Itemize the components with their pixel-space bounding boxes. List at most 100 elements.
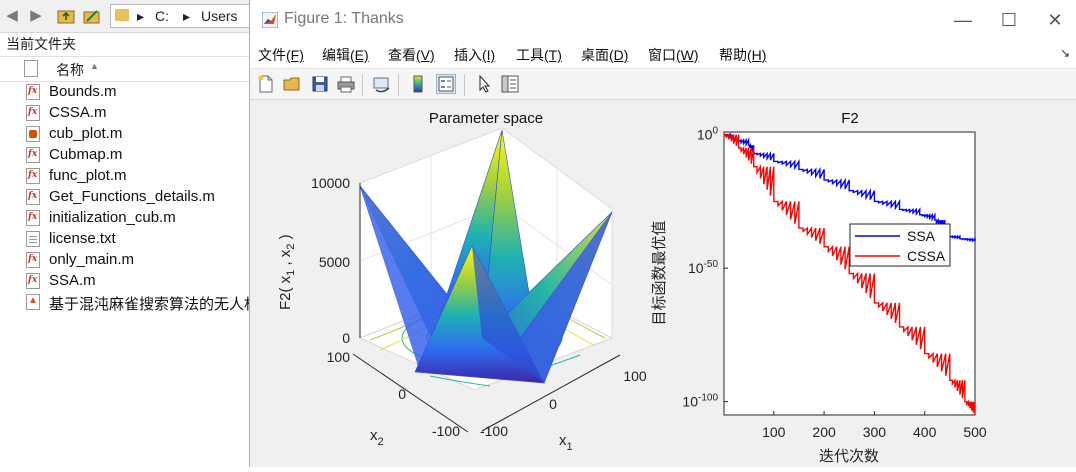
y-axis-ticks: 100 0 -100 — [327, 349, 461, 439]
x-tick-label: 400 — [913, 424, 937, 440]
z-axis-ticks: 10000 5000 0 — [311, 175, 350, 346]
z-axis-label: F2( x1 , x2 ) — [277, 234, 297, 310]
window-title: Figure 1: Thanks — [284, 10, 404, 27]
z-tick-label: 10000 — [311, 175, 350, 191]
matlab-logo-icon — [262, 12, 278, 28]
dock-arrow-icon[interactable]: ↘ — [1059, 46, 1070, 60]
axes-frame — [352, 183, 621, 433]
x-tick-label: -100 — [480, 423, 508, 439]
text-file-icon — [26, 231, 40, 247]
menu-item[interactable]: 帮助(H) — [719, 47, 767, 63]
function-file-icon — [26, 84, 40, 100]
close-icon[interactable]: ✕ — [1047, 10, 1063, 30]
legend[interactable]: SSA CSSA — [849, 223, 951, 267]
menu-item[interactable]: 插入(I) — [454, 47, 496, 63]
surface-plot[interactable]: Parameter space — [277, 110, 647, 453]
x-tick-label: 200 — [812, 424, 836, 440]
colorbar-icon[interactable] — [408, 74, 428, 94]
convergence-x-ticks: 100 200 300 400 500 — [762, 411, 987, 440]
y-tick-label: 100 — [327, 349, 351, 365]
open-file-icon[interactable] — [282, 74, 302, 94]
link-plot-icon[interactable] — [372, 74, 392, 94]
x-axis-label: x1 — [559, 432, 573, 453]
menu-item[interactable]: 桌面(D) — [581, 47, 629, 63]
file-name: license.txt — [49, 230, 116, 247]
x-tick-label: 500 — [963, 424, 987, 440]
file-list-item[interactable]: Get_Functions_details.m — [0, 187, 250, 208]
file-name: Get_Functions_details.m — [49, 188, 215, 205]
file-list-item[interactable]: initialization_cub.m — [0, 208, 250, 229]
file-list-item[interactable]: Bounds.m — [0, 82, 250, 103]
menu-item[interactable]: 工具(T) — [516, 47, 562, 63]
x-tick-label: 300 — [863, 424, 887, 440]
file-name: Bounds.m — [49, 83, 117, 100]
save-icon[interactable] — [310, 74, 330, 94]
file-browser-panel: ◀ ▶ ▸ C: ▸ Users 当前文件夹 名称 ▲ Bounds.m CSSA… — [0, 0, 259, 467]
convergence-plot[interactable]: F2 100 200 300 400 500 100 10-50 10-100 迭代次数 目… — [651, 110, 987, 465]
legend-entry-cssa: CSSA — [907, 248, 946, 264]
file-list-item[interactable]: 基于混沌麻雀搜索算法的无人机 — [0, 292, 259, 313]
function-file-icon — [26, 147, 40, 163]
y-tick-label: -100 — [432, 423, 460, 439]
x-tick-label: 100 — [762, 424, 786, 440]
menu-item[interactable]: 文件(F) — [258, 47, 304, 63]
navigation-bar: ◀ ▶ ▸ C: ▸ Users — [0, 0, 250, 33]
pointer-icon[interactable] — [474, 74, 494, 94]
file-list-item[interactable]: func_plot.m — [0, 166, 250, 187]
property-inspector-icon[interactable] — [500, 74, 520, 94]
address-bar[interactable]: ▸ C: ▸ Users — [110, 4, 250, 28]
convergence-plot-title: F2 — [841, 110, 859, 127]
figure-toolbar — [250, 68, 1076, 100]
legend-icon[interactable] — [436, 74, 456, 94]
minimize-icon[interactable]: — — [954, 10, 972, 30]
current-folder-label: 当前文件夹 — [6, 36, 76, 52]
up-folder-icon[interactable] — [56, 6, 76, 26]
figure-window: Figure 1: Thanks — ☐ ✕ 文件(F) 编辑(E) 查看(V) 插入… — [249, 0, 1076, 467]
function-file-icon — [26, 105, 40, 121]
surface-face-front-shadow — [472, 246, 544, 383]
title-bar: Figure 1: Thanks — ☐ ✕ — [250, 0, 1076, 40]
new-figure-icon[interactable] — [256, 74, 276, 94]
series-line-cssa — [724, 133, 976, 415]
x-tick-label: 100 — [623, 368, 647, 384]
file-list-item[interactable]: Cubmap.m — [0, 145, 250, 166]
x-tick-label: 0 — [549, 396, 557, 412]
browse-folder-icon[interactable] — [82, 6, 102, 26]
file-name: CSSA.m — [49, 104, 107, 121]
column-header: 名称 ▲ — [0, 56, 250, 82]
file-list-item[interactable]: CSSA.m — [0, 103, 250, 124]
menu-item[interactable]: 窗口(W) — [648, 47, 699, 63]
folder-icon — [115, 9, 129, 21]
legend-box — [849, 223, 951, 267]
back-arrow-icon[interactable]: ◀ — [6, 7, 18, 24]
live-script-icon — [26, 126, 40, 142]
breadcrumb-folder[interactable]: Users — [201, 8, 238, 24]
file-list-item[interactable]: only_main.m — [0, 250, 250, 271]
maximize-icon[interactable]: ☐ — [1000, 10, 1018, 30]
function-file-icon — [26, 273, 40, 289]
legend-entry-ssa: SSA — [907, 228, 936, 244]
convergence-y-ticks: 100 10-50 10-100 — [682, 126, 728, 410]
forward-arrow-icon[interactable]: ▶ — [30, 7, 42, 24]
y-tick-label: 0 — [398, 386, 406, 402]
convergence-x-axis-label: 迭代次数 — [819, 448, 879, 465]
print-icon[interactable] — [336, 74, 356, 94]
x-axis-ticks: -100 0 100 — [480, 368, 647, 439]
toolbar-separator — [362, 74, 363, 96]
sort-ascending-icon: ▲ — [90, 61, 99, 71]
file-name: initialization_cub.m — [49, 209, 176, 226]
file-list-item[interactable]: license.txt — [0, 229, 250, 250]
menu-item[interactable]: 查看(V) — [388, 47, 435, 63]
breadcrumb-drive[interactable]: C: — [155, 8, 169, 24]
toolbar-separator — [464, 74, 465, 96]
file-name: only_main.m — [49, 251, 135, 268]
function-file-icon — [26, 168, 40, 184]
function-file-icon — [26, 210, 40, 226]
file-list-item[interactable]: SSA.m — [0, 271, 250, 292]
name-column-header[interactable]: 名称 — [56, 62, 84, 78]
function-file-icon — [26, 252, 40, 268]
menu-item[interactable]: 编辑(E) — [322, 47, 369, 63]
y-axis-label: x2 — [370, 427, 384, 448]
function-file-icon — [26, 189, 40, 205]
file-list-item[interactable]: cub_plot.m — [0, 124, 250, 145]
